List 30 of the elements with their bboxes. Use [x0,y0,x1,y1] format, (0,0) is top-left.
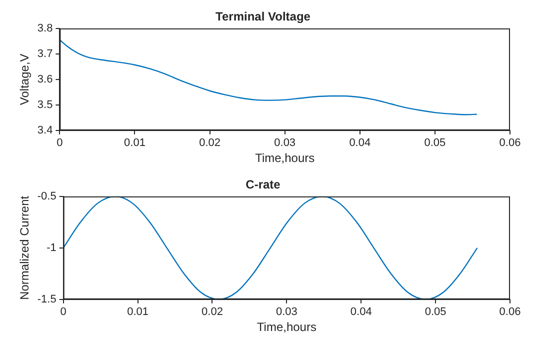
x-axis-title: Time,hours [256,320,316,334]
x-tick-label: 0.02 [202,306,223,318]
x-tick-label: 0.04 [349,137,371,150]
x-tick-label: 0.03 [274,137,296,150]
x-tick-label: 0.04 [350,306,372,318]
x-tick-label: 0.06 [499,306,521,318]
chart-title: C-rate [246,178,281,192]
x-axis-title: Time,hours [255,151,315,166]
y-tick-label: 3.6 [37,73,53,86]
x-tick-label: 0.01 [127,306,149,318]
x-tick-label: 0.06 [499,137,521,150]
y-axis-title: Normalized Current [18,195,32,300]
y-tick-label: 3.7 [37,48,53,60]
chart-title: Terminal Voltage [216,10,311,24]
line-series [60,39,478,116]
y-tick-label: -1 [46,242,56,254]
x-tick-label: 0.01 [124,137,146,150]
line-series [63,196,478,300]
y-tick-label: 3.5 [37,98,53,111]
x-tick-label: 0.03 [276,306,298,318]
y-tick-label: 3.4 [37,124,53,136]
y-tick-label: -0.5 [37,190,56,202]
x-tick-label: 0.05 [424,137,446,150]
x-tick-label: 0.02 [199,137,221,150]
x-tick-label: 0 [56,137,63,150]
x-tick-label: 0.05 [424,306,446,318]
x-tick-label: 0 [60,306,66,318]
y-axis-title: Voltage,V [18,54,32,106]
y-tick-label: 3.8 [37,22,53,34]
y-tick-label: -1.5 [37,293,56,306]
